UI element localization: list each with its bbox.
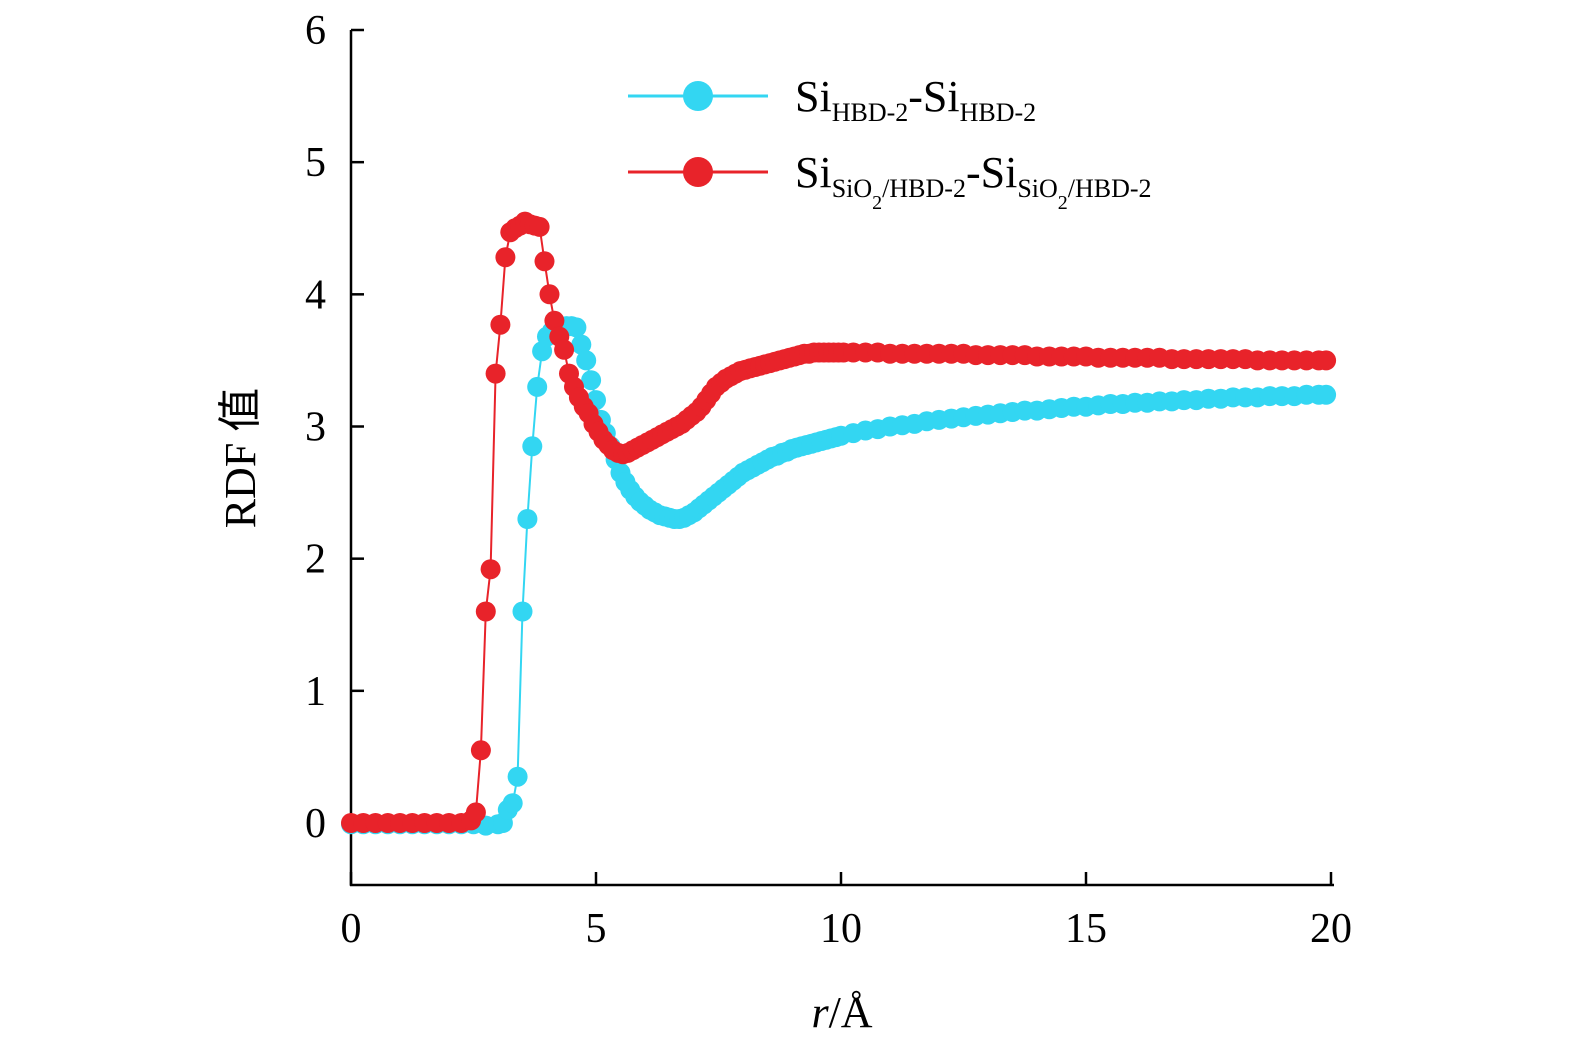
data-point: [1316, 350, 1337, 371]
data-point: [507, 766, 528, 787]
x-tick-label: 20: [1310, 906, 1352, 952]
data-point: [566, 317, 587, 338]
data-point: [539, 284, 560, 305]
y-tick-label: 5: [305, 140, 326, 186]
legend-item-1: SiHBD-2-SiHBD-2: [628, 72, 1036, 127]
y-ticks: 0 1 2 3 4 5 6: [305, 8, 364, 847]
legend: SiHBD-2-SiHBD-2 SiSiO2/HBD-2-SiSiO2/HBD-…: [628, 72, 1152, 214]
legend-marker-2: [683, 157, 713, 187]
data-point: [534, 251, 555, 272]
data-point: [475, 601, 496, 622]
data-point: [544, 310, 565, 331]
y-tick-label: 3: [305, 405, 326, 451]
legend-item-2: SiSiO2/HBD-2-SiSiO2/HBD-2: [628, 148, 1152, 214]
data-point: [581, 370, 602, 391]
x-tick-label: 0: [341, 906, 362, 952]
data-point: [485, 363, 506, 384]
x-tick-label: 10: [820, 906, 862, 952]
data-point: [517, 509, 538, 529]
series-2: [341, 211, 1337, 833]
y-tick-label: 1: [305, 669, 326, 715]
series-line-2: [351, 220, 1327, 824]
y-tick-label: 4: [305, 272, 326, 318]
legend-label-1: SiHBD-2-SiHBD-2: [795, 72, 1036, 127]
data-point: [495, 247, 516, 268]
y-tick-label: 0: [305, 801, 326, 847]
data-point: [480, 559, 501, 580]
series-layer: [341, 211, 1337, 836]
data-point: [522, 436, 543, 457]
y-axis-title: RDF 值: [216, 388, 265, 529]
data-point: [527, 376, 548, 397]
data-point: [529, 216, 550, 237]
data-point: [1316, 384, 1337, 405]
x-tick-label: 15: [1065, 906, 1107, 952]
y-tick-label: 6: [305, 8, 326, 54]
axes: 0 1 2 3 4 5 6 0 5 10 15 20: [305, 8, 1352, 952]
y-tick-label: 2: [305, 537, 326, 583]
data-point: [512, 601, 533, 622]
data-point: [554, 339, 575, 360]
data-point: [470, 740, 491, 761]
x-axis-title: r/Å: [811, 988, 872, 1037]
data-point: [465, 802, 486, 823]
series-1: [341, 316, 1337, 836]
x-tick-label: 5: [586, 906, 607, 952]
data-point: [502, 793, 523, 814]
data-point: [576, 350, 597, 371]
data-point: [571, 334, 592, 355]
legend-marker-1: [683, 81, 713, 111]
legend-label-2: SiSiO2/HBD-2-SiSiO2/HBD-2: [795, 148, 1152, 214]
x-ticks: 0 5 10 15 20: [341, 872, 1352, 952]
data-point: [490, 314, 511, 335]
